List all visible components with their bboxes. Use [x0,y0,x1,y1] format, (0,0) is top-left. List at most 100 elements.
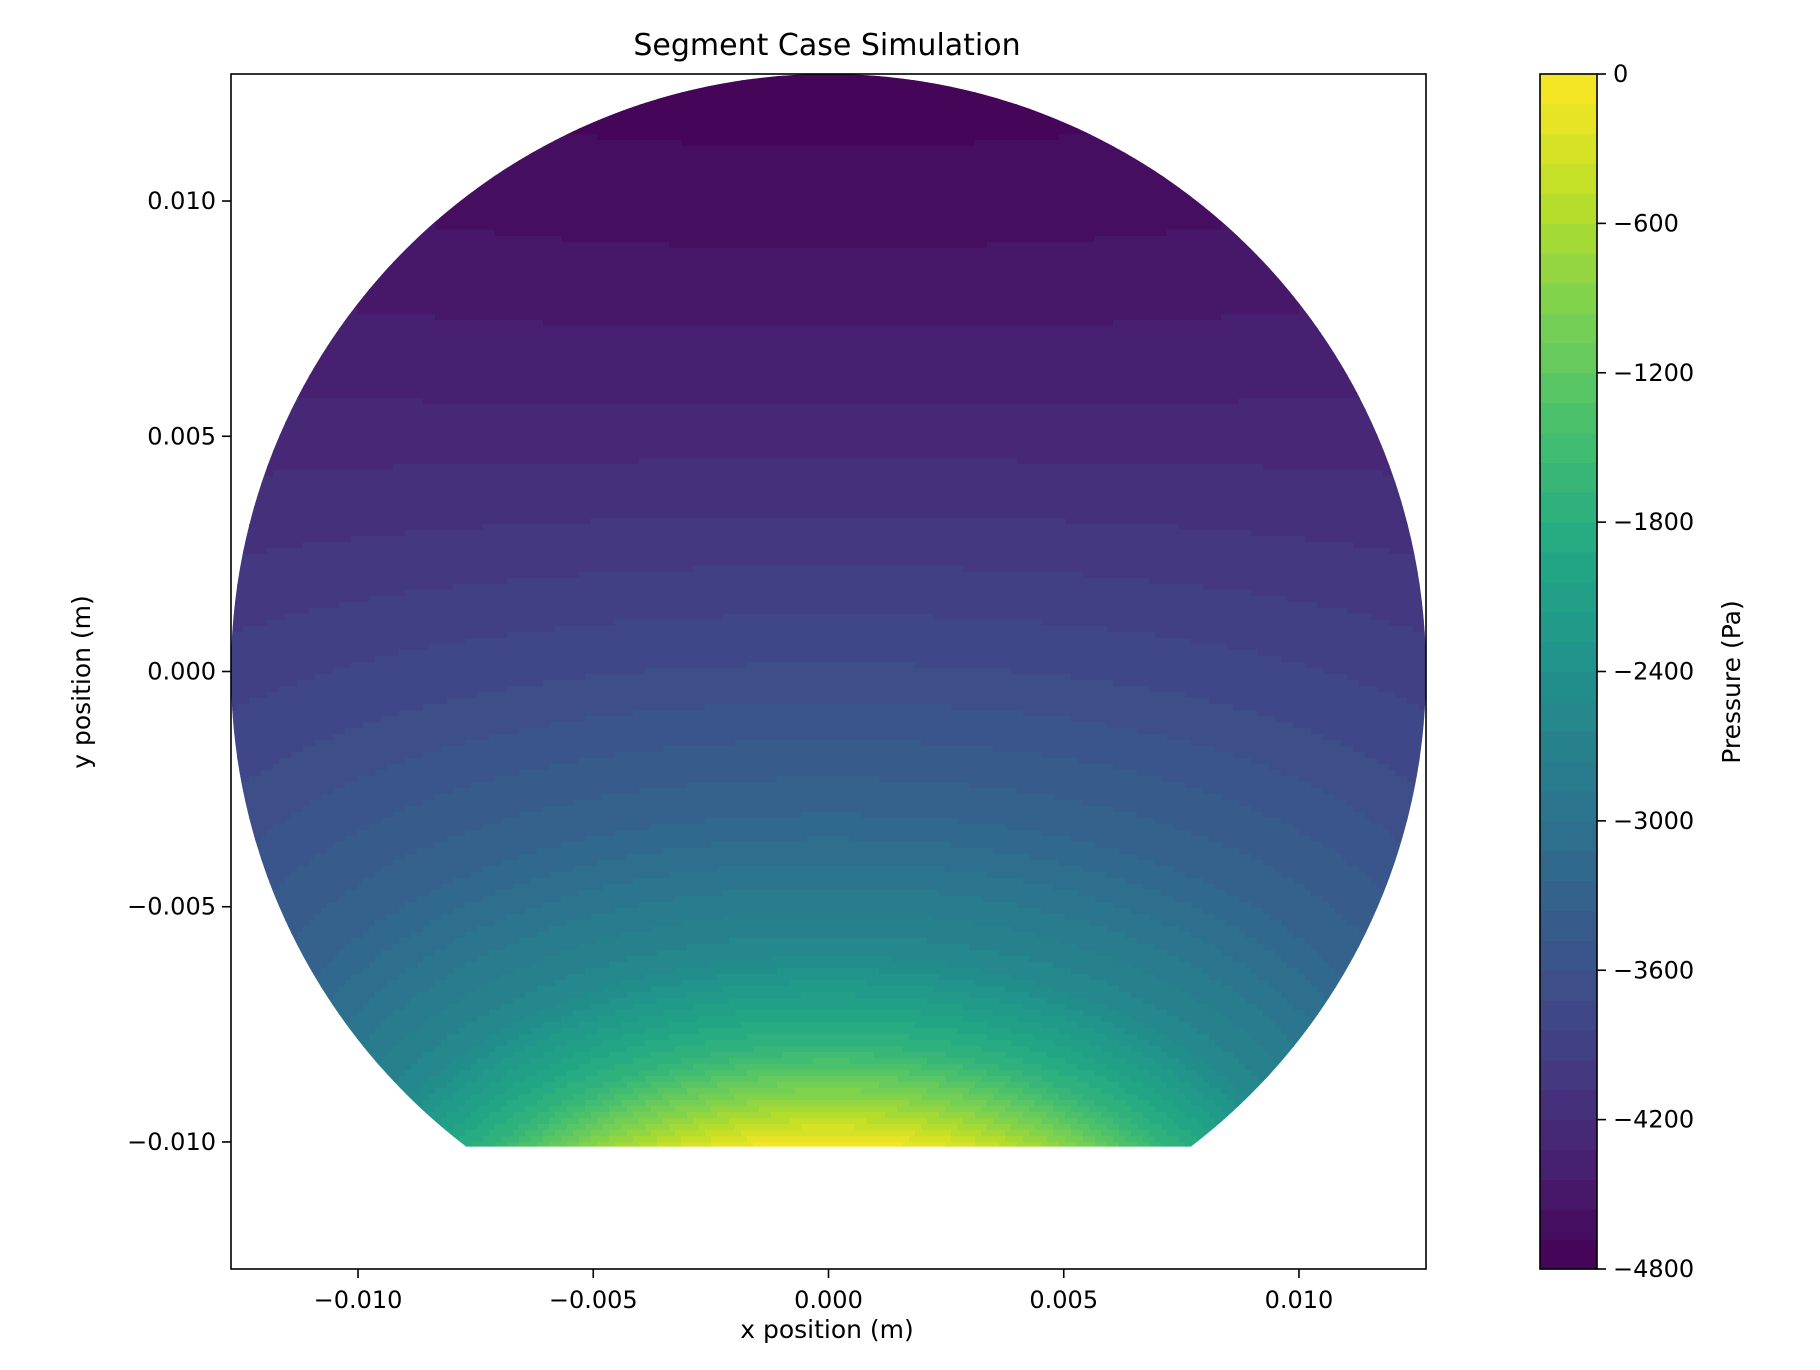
contour-cell [675,314,682,321]
contour-cell [771,128,778,135]
contour-cell [1149,200,1156,207]
contour-cell [879,170,886,177]
contour-cell [1269,314,1276,321]
contour-cell [945,290,952,297]
contour-cell [567,254,574,261]
contour-cell [1089,284,1096,291]
contour-cell [1035,206,1042,213]
contour-cell [1257,248,1264,255]
contour-cell [837,140,844,147]
contour-cell [651,164,658,171]
contour-cell [1263,320,1270,327]
contour-cell [933,218,940,225]
contour-cell [873,122,880,129]
contour-cell [1011,212,1018,219]
contour-cell [681,128,688,135]
contour-cell [909,248,916,255]
contour-cell [507,194,514,201]
contour-cell [1083,242,1090,249]
contour-cell [1317,320,1324,327]
contour-cell [1113,302,1120,309]
contour-cell [825,116,832,123]
contour-cell [465,212,472,219]
contour-cell [621,290,628,297]
contour-cell [663,206,670,213]
contour-cell [915,248,922,255]
contour-cell [1017,134,1024,141]
contour-cell [1149,182,1156,189]
contour-cell [531,158,538,165]
contour-cell [471,308,478,315]
contour-cell [873,116,880,123]
contour-cell [579,290,586,297]
contour-cell [1203,272,1210,279]
contour-cell [513,188,520,195]
contour-cell [537,314,544,321]
contour-cell [735,212,742,219]
contour-cell [621,194,628,201]
contour-cell [681,116,688,123]
contour-cell [855,194,862,201]
contour-cell [975,170,982,177]
contour-cell [489,218,496,225]
contour-cell [1197,266,1204,273]
contour-cell [1077,218,1084,225]
contour-cell [645,320,652,327]
contour-cell [1185,224,1192,231]
contour-cell [489,314,496,321]
contour-cell [573,248,580,255]
contour-cell [1053,212,1060,219]
contour-cell [885,194,892,201]
contour-cell [519,194,526,201]
contour-cell [825,170,832,177]
contour-cell [765,92,772,99]
contour-cell [567,248,574,255]
contour-cell [825,224,832,231]
contour-cell [489,260,496,267]
contour-cell [579,284,586,291]
contour-cell [1029,170,1036,177]
contour-cell [1149,254,1156,261]
contour-cell [549,278,556,285]
contour-cell [795,104,802,111]
contour-cell [897,200,904,207]
contour-cell [369,296,376,303]
contour-cell [531,242,538,249]
contour-cell [1221,290,1228,297]
contour-cell [573,260,580,267]
contour-cell [1209,296,1216,303]
contour-cell [711,218,718,225]
contour-cell [645,236,652,243]
contour-cell [879,152,886,159]
contour-cell [819,308,826,315]
contour-cell [705,236,712,243]
contour-cell [777,134,784,141]
contour-cell [531,314,538,321]
contour-cell [1203,302,1210,309]
contour-cell [549,224,556,231]
contour-cell [1161,272,1168,279]
contour-cell [765,284,772,291]
contour-cell [369,284,376,291]
contour-cell [1041,110,1048,117]
contour-cell [981,314,988,321]
contour-cell [1137,296,1144,303]
contour-cell [567,278,574,285]
contour-cell [723,290,730,297]
contour-cell [519,158,526,165]
contour-cell [1137,236,1144,243]
contour-cell [933,170,940,177]
contour-cell [429,260,436,267]
contour-cell [867,182,874,189]
contour-cell [909,290,916,297]
contour-cell [801,194,808,201]
contour-cell [525,188,532,195]
contour-cell [927,146,934,153]
contour-cell [795,128,802,135]
contour-cell [801,92,808,99]
contour-cell [609,158,616,165]
contour-cell [729,104,736,111]
contour-cell [573,242,580,249]
contour-cell [939,140,946,147]
contour-cell [381,266,388,273]
